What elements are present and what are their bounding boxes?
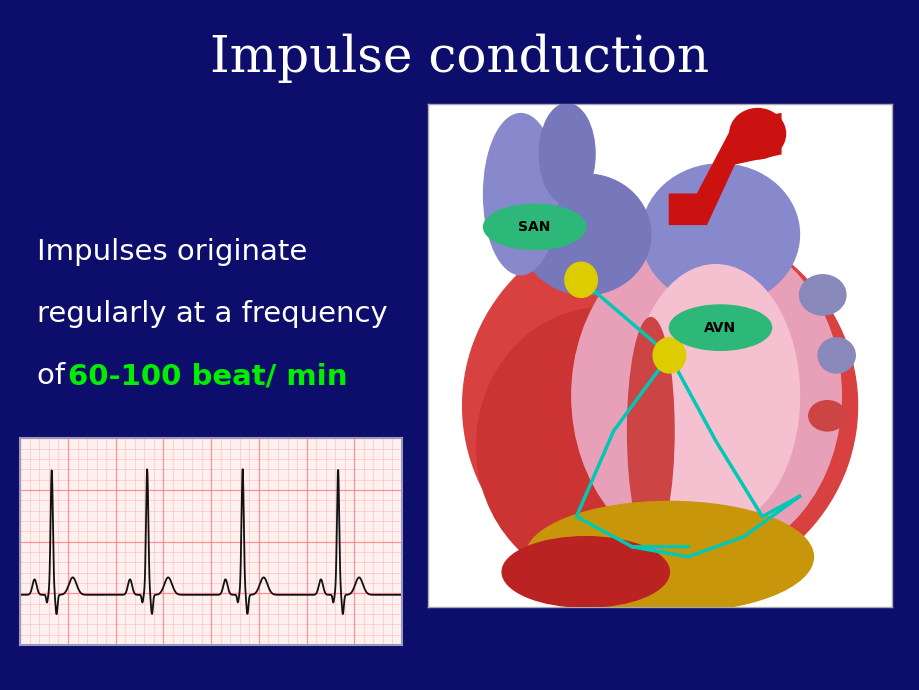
Ellipse shape: [525, 502, 812, 612]
Ellipse shape: [483, 114, 557, 275]
Ellipse shape: [627, 317, 674, 544]
Text: 60-100 beat/ min: 60-100 beat/ min: [68, 362, 347, 390]
Ellipse shape: [729, 108, 785, 159]
Ellipse shape: [808, 401, 845, 431]
Text: Impulses originate: Impulses originate: [37, 238, 307, 266]
Text: SAN: SAN: [518, 220, 550, 234]
Circle shape: [652, 337, 685, 373]
Ellipse shape: [462, 217, 857, 595]
Ellipse shape: [799, 275, 845, 315]
Ellipse shape: [641, 164, 799, 305]
Polygon shape: [669, 114, 780, 224]
Ellipse shape: [817, 337, 855, 373]
Ellipse shape: [572, 232, 840, 560]
Ellipse shape: [631, 265, 799, 526]
Text: AVN: AVN: [704, 321, 736, 335]
Text: of: of: [37, 362, 74, 390]
Ellipse shape: [520, 174, 650, 295]
Ellipse shape: [669, 305, 771, 351]
Circle shape: [564, 262, 596, 297]
Ellipse shape: [539, 104, 595, 204]
Ellipse shape: [483, 204, 585, 250]
Ellipse shape: [476, 308, 732, 584]
Ellipse shape: [502, 537, 669, 607]
Text: regularly at a frequency: regularly at a frequency: [37, 300, 387, 328]
Text: Impulse conduction: Impulse conduction: [210, 34, 709, 83]
